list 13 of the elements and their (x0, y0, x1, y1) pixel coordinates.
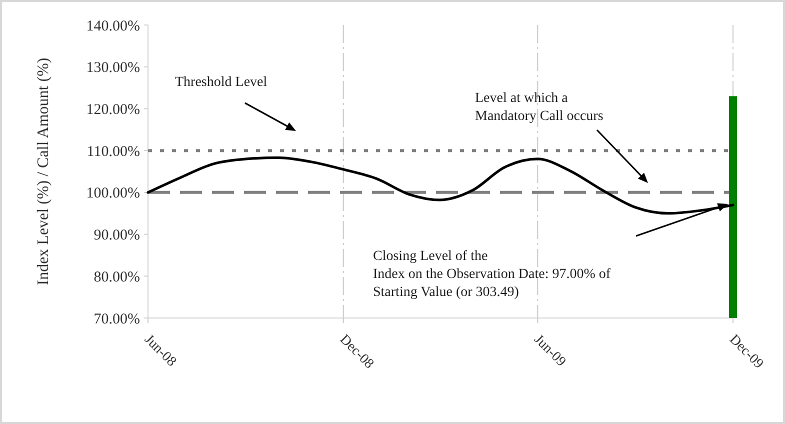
y-tick-label: 80.00% (94, 269, 140, 286)
annotation: Threshold Level (175, 75, 268, 90)
y-tick-label: 70.00% (94, 311, 140, 328)
y-tick-label: 120.00% (86, 102, 140, 118)
line-series (146, 156, 734, 215)
y-axis-title: Index Level (%) / Call Amount (%) (35, 58, 52, 286)
y-tick-label: 130.00% (86, 60, 140, 76)
y-tick-label: 110.00% (86, 144, 140, 160)
y-tick-label: 140.00% (86, 18, 140, 34)
y-tick-label: 100.00% (86, 186, 140, 202)
annotation: Level at which a Mandatory Call occurs (475, 91, 604, 124)
y-tick-label: 90.00% (94, 228, 140, 244)
annotation: Closing Level of the Index on the Observation Date: 97.00% of Starting Value (or 303.49) (373, 249, 611, 300)
